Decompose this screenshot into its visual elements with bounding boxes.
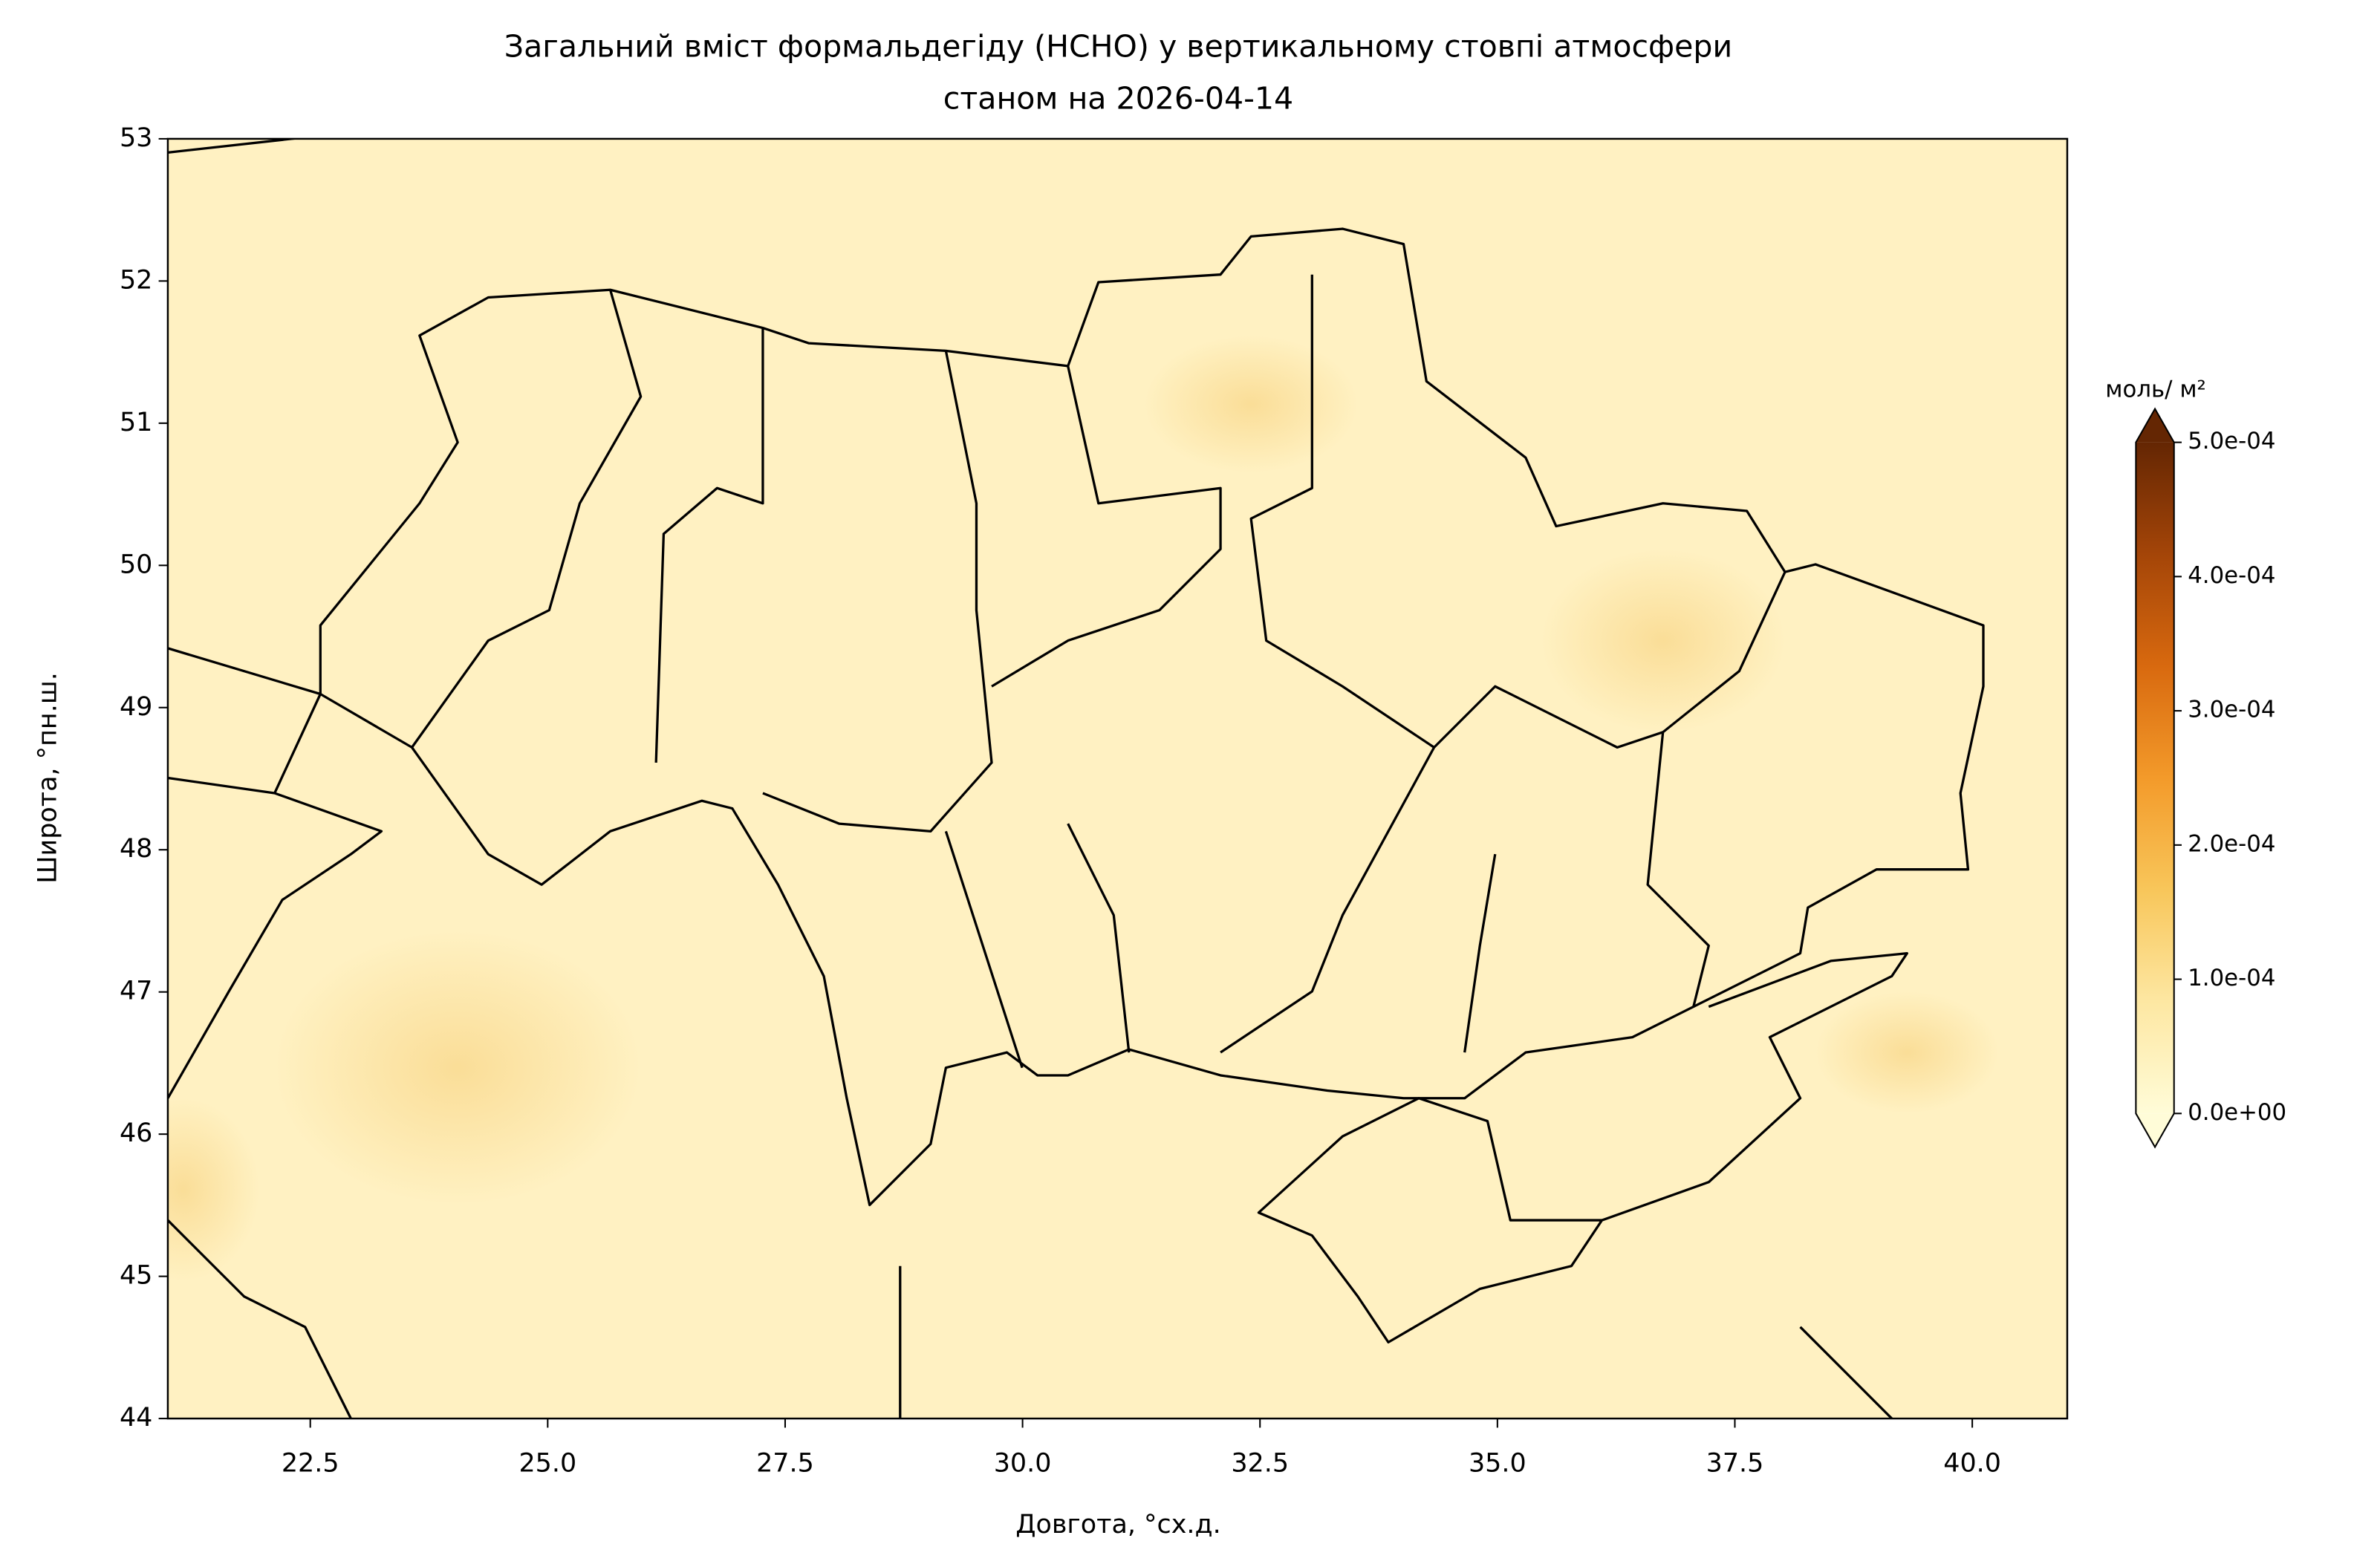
colorbar-tick-label: 3.0e-04 xyxy=(2188,697,2275,723)
y-tick-label: 49 xyxy=(120,692,152,722)
y-tick-label: 48 xyxy=(120,834,152,864)
colorbar-extend-max xyxy=(2136,408,2174,443)
plot-frame xyxy=(166,137,2069,1420)
map-layer xyxy=(167,138,1999,1419)
x-tick-label: 30.0 xyxy=(994,1449,1052,1479)
x-tick-label: 37.5 xyxy=(1706,1449,1764,1479)
data-field xyxy=(167,138,2067,1419)
shading xyxy=(1144,335,1358,473)
y-axis-label: Широта, °пн.ш. xyxy=(33,672,63,884)
colorbar-extend-min xyxy=(2136,1113,2174,1147)
colorbar-tick-label: 5.0e-04 xyxy=(2188,428,2275,455)
x-tick-label: 22.5 xyxy=(282,1449,339,1479)
chart-title: Загальний вміст формальдегіду (HCHO) у в… xyxy=(504,29,1732,65)
country-border xyxy=(319,227,1985,1207)
x-tick-label: 35.0 xyxy=(1469,1449,1526,1479)
y-tick-label: 51 xyxy=(120,408,152,437)
colorbar-label: моль/ м² xyxy=(2105,376,2206,403)
x-tick-label: 32.5 xyxy=(1231,1449,1289,1479)
chart-subtitle: станом на 2026-04-14 xyxy=(943,81,1293,117)
shading xyxy=(1815,991,1999,1114)
colorbar-tick-label: 0.0e+00 xyxy=(2188,1099,2286,1126)
y-tick-label: 44 xyxy=(120,1403,152,1433)
colorbar-tick-label: 2.0e-04 xyxy=(2188,830,2275,857)
crimea-border xyxy=(1257,1097,1604,1344)
shading xyxy=(167,1098,260,1282)
x-axis-label: Довгота, °сх.д. xyxy=(1015,1510,1220,1540)
colorbar-tick-label: 4.0e-04 xyxy=(2188,562,2275,589)
coast xyxy=(1601,952,1908,1222)
colorbar-tick-label: 1.0e-04 xyxy=(2188,965,2275,991)
x-tick-label: 27.5 xyxy=(756,1449,814,1479)
shading xyxy=(1541,549,1785,732)
x-tick-label: 25.0 xyxy=(518,1449,576,1479)
y-tick-label: 52 xyxy=(120,265,152,295)
y-tick-label: 45 xyxy=(120,1261,152,1291)
neighbour-border xyxy=(167,138,1893,1419)
y-tick-label: 47 xyxy=(120,977,152,1006)
y-tick-label: 53 xyxy=(120,123,152,153)
shading xyxy=(274,930,641,1205)
x-tick-label: 40.0 xyxy=(1943,1449,2001,1479)
y-tick-label: 50 xyxy=(120,550,152,579)
colorbar xyxy=(2136,442,2174,1114)
y-tick-label: 46 xyxy=(120,1118,152,1148)
